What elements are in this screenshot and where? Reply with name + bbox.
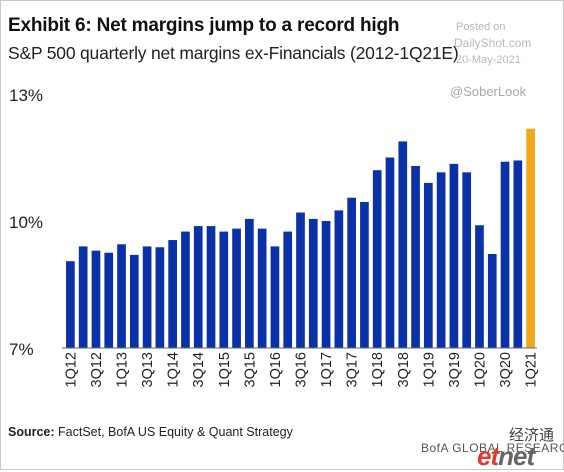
x-tick-label: 1Q21: [524, 352, 540, 387]
x-tick-label: 3Q13: [140, 352, 156, 387]
watermark-handle: @SoberLook: [450, 84, 527, 99]
bar: [462, 172, 472, 348]
x-tick-label: 1Q17: [319, 352, 335, 387]
x-tick-label: 3Q14: [191, 352, 207, 387]
chart-subtitle: S&P 500 quarterly net margins ex-Financi…: [8, 43, 459, 63]
chart-title: Exhibit 6: Net margins jump to a record …: [8, 15, 400, 36]
bar: [129, 254, 139, 348]
stamp-logo: etnet: [477, 441, 535, 472]
bar: [296, 212, 305, 348]
x-tick-label: 1Q13: [115, 352, 131, 387]
bar: [347, 197, 356, 348]
x-tick-label: 1Q19: [421, 352, 437, 387]
bar: [500, 161, 510, 348]
watermark-date: 20-May-2021: [456, 54, 521, 66]
x-tick-label: 1Q18: [370, 352, 386, 387]
x-tick-label: 1Q16: [268, 352, 284, 387]
x-tick-label: 3Q20: [498, 352, 514, 387]
x-tick-label: 1Q14: [166, 352, 182, 387]
bar: [487, 254, 497, 348]
x-tick-label: 3Q12: [89, 352, 105, 387]
bar: [308, 218, 318, 348]
bar: [193, 226, 203, 348]
y-tick-label: 10%: [9, 213, 43, 232]
y-tick-label: 13%: [9, 86, 43, 105]
source-label: Source:: [8, 425, 55, 439]
watermark-posted: Posted on: [456, 21, 506, 33]
bar: [283, 231, 293, 348]
x-tick-label: 3Q16: [294, 352, 310, 387]
brand-footer: BofA GLOBAL RESEARCH: [421, 441, 564, 455]
bar: [117, 244, 126, 348]
bar: [219, 231, 229, 348]
bar-chart: 7% 10% 13% 1Q12 3Q12 1Q13 3Q13 1Q14 3Q14 1Q15 3Q15…: [9, 86, 540, 387]
x-tick-label: 1Q15: [217, 352, 233, 387]
stamp-logo-n: net: [498, 441, 535, 471]
bar: [423, 182, 433, 348]
bar: [270, 246, 280, 348]
bar: [257, 228, 267, 348]
x-tick-label: 3Q18: [396, 352, 412, 387]
x-tick-label: 3Q19: [447, 352, 463, 387]
bar: [526, 128, 535, 348]
bar: [78, 246, 88, 348]
bar: [155, 247, 165, 348]
bar: [142, 246, 152, 348]
bar: [66, 261, 75, 348]
bar: [436, 172, 446, 348]
bar: [398, 141, 408, 348]
source-note: Source: FactSet, BofA US Equity & Quant …: [8, 425, 293, 439]
stamp-logo-e: et: [477, 441, 499, 471]
bar: [360, 201, 369, 348]
x-tick-label: 1Q20: [472, 352, 488, 387]
bar: [91, 250, 101, 348]
bar: [449, 163, 459, 348]
bar: [475, 225, 484, 348]
y-tick-label: 7%: [9, 340, 34, 359]
stamp-cn: 经济通: [509, 426, 555, 444]
bar: [245, 218, 254, 348]
bar: [385, 157, 395, 348]
watermark-site: DailyShot.com: [454, 36, 532, 50]
bar: [372, 170, 382, 348]
x-tick-label: 1Q12: [63, 352, 79, 387]
bar: [206, 226, 216, 348]
bar: [168, 240, 178, 348]
bar: [104, 252, 114, 348]
bar: [411, 165, 420, 348]
x-tick-label: 3Q15: [242, 352, 258, 387]
bar: [513, 160, 523, 348]
source-text: FactSet, BofA US Equity & Quant Strategy: [54, 425, 293, 439]
bar: [334, 210, 344, 348]
x-tick-label: 3Q17: [345, 352, 361, 387]
bar: [321, 221, 331, 348]
bar: [232, 228, 241, 348]
bar: [181, 231, 190, 348]
